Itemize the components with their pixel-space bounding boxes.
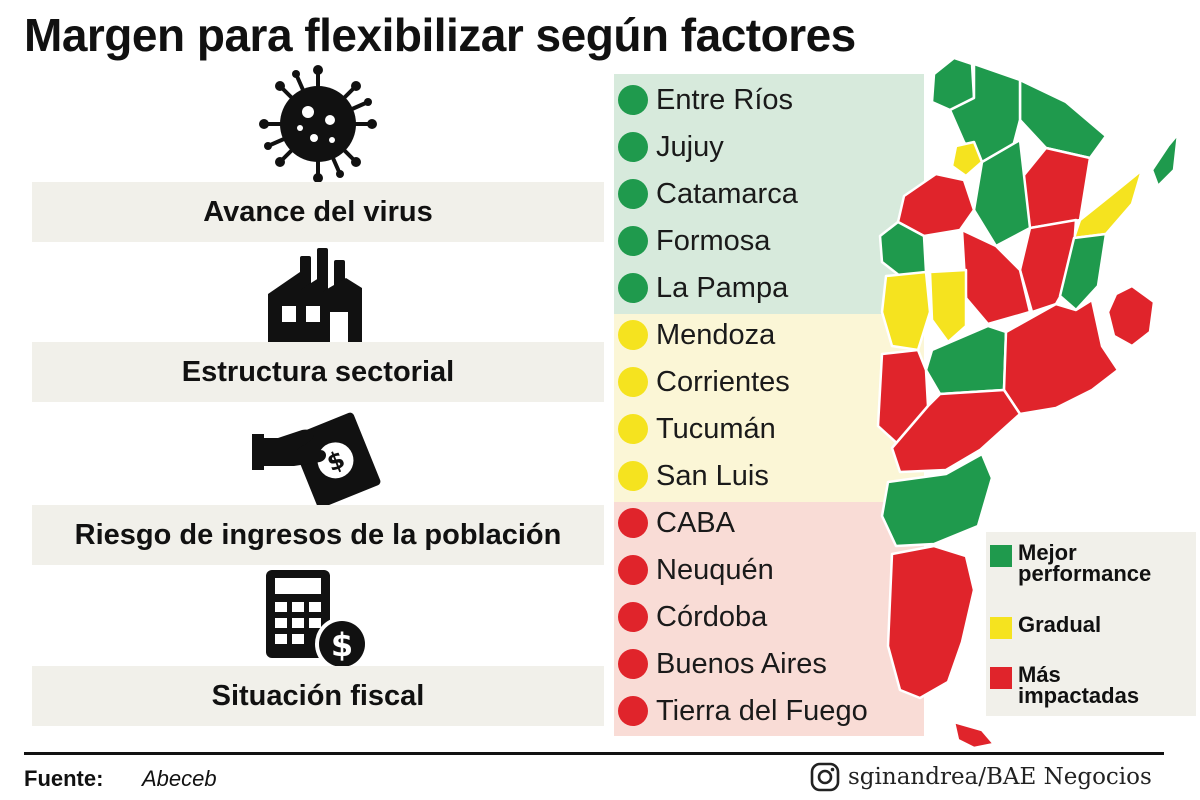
region-formosa xyxy=(1018,78,1108,160)
svg-text:$: $ xyxy=(331,626,353,664)
legend-item-mejor: Mejor performance xyxy=(990,540,1198,586)
virus-icon xyxy=(259,65,377,183)
status-dot-red xyxy=(618,555,648,585)
credit: sginandrea/BAE Negocios xyxy=(810,762,1152,792)
region-caba xyxy=(1106,284,1156,348)
region-buenos-aires xyxy=(1002,298,1120,416)
legend-label: Más impactadas xyxy=(1018,662,1140,708)
status-dot-yellow xyxy=(618,414,648,444)
status-dot-green xyxy=(618,273,648,303)
region-tucuman-small xyxy=(950,140,984,178)
status-dot-yellow xyxy=(618,320,648,350)
calculator-dollar-icon: $ xyxy=(266,570,369,671)
status-dot-red xyxy=(618,508,648,538)
status-dot-red xyxy=(618,696,648,726)
region-la-pampa xyxy=(924,324,1008,396)
province-item: Formosa xyxy=(618,221,770,261)
province-item: Tierra del Fuego xyxy=(618,691,868,731)
province-item: Entre Ríos xyxy=(618,80,793,120)
province-name: Córdoba xyxy=(656,600,768,633)
argentina-map xyxy=(876,56,1180,750)
group-green-panel xyxy=(614,74,924,314)
province-item: Córdoba xyxy=(618,597,767,637)
province-name: Entre Ríos xyxy=(656,83,793,116)
legend-item-gradual: Gradual xyxy=(990,614,1101,639)
region-rio-negro xyxy=(880,452,994,548)
province-name: San Luis xyxy=(656,459,769,492)
province-name: Formosa xyxy=(656,224,771,257)
region-santa-cruz xyxy=(886,544,976,700)
legend-label: Gradual xyxy=(1018,612,1102,637)
group-yellow-panel xyxy=(614,314,924,502)
infographic-title: Margen para flexibilizar según factores xyxy=(24,9,856,61)
province-item: Catamarca xyxy=(618,174,798,214)
province-item: San Luis xyxy=(618,456,769,496)
province-name: Buenos Aires xyxy=(656,647,827,680)
region-catamarca xyxy=(896,172,976,238)
province-name: La Pampa xyxy=(656,271,789,304)
region-misiones xyxy=(1150,132,1180,188)
province-name: Tucumán xyxy=(656,412,776,445)
region-san-juan xyxy=(880,270,932,352)
province-name: Catamarca xyxy=(656,177,798,210)
region-neuquen xyxy=(890,388,1022,474)
footer-divider xyxy=(24,752,1164,755)
legend-label: Mejor performance xyxy=(1018,540,1152,586)
region-entre-rios xyxy=(1058,232,1108,312)
legend-item-mas-impactadas: Más impactadas xyxy=(990,662,1168,708)
province-item: Corrientes xyxy=(618,362,790,402)
region-santiago xyxy=(972,138,1032,248)
legend-swatch-red xyxy=(990,667,1012,689)
province-name: Tierra del Fuego xyxy=(656,694,868,727)
hand-money-icon: $ xyxy=(252,412,381,509)
status-dot-red xyxy=(618,602,648,632)
province-item: Buenos Aires xyxy=(618,644,827,684)
instagram-icon xyxy=(810,762,840,792)
status-dot-green xyxy=(618,179,648,209)
province-item: Neuquén xyxy=(618,550,774,590)
source-value: Abeceb xyxy=(142,766,217,791)
status-dot-green xyxy=(618,226,648,256)
province-name: Mendoza xyxy=(656,318,776,351)
province-name: Corrientes xyxy=(656,365,790,398)
factor-situacion-fiscal: Situación fiscal xyxy=(32,666,604,726)
legend-swatch-green xyxy=(990,545,1012,567)
legend xyxy=(986,532,1196,716)
status-dot-red xyxy=(618,649,648,679)
status-dot-yellow xyxy=(618,461,648,491)
region-tierra-del-fuego xyxy=(952,720,996,750)
legend-swatch-yellow xyxy=(990,617,1012,639)
province-item: Tucumán xyxy=(618,409,776,449)
province-name: Neuquén xyxy=(656,553,774,586)
province-item: Mendoza xyxy=(618,315,775,355)
factor-estructura-sectorial: Estructura sectorial xyxy=(32,342,604,402)
province-item: Jujuy xyxy=(618,127,724,167)
factor-avance-del-virus: Avance del virus xyxy=(32,182,604,242)
factory-icon xyxy=(268,248,362,346)
credit-text: sginandrea/BAE Negocios xyxy=(848,764,1152,790)
status-dot-green xyxy=(618,132,648,162)
status-dot-green xyxy=(618,85,648,115)
group-red-panel xyxy=(614,502,924,736)
region-san-luis xyxy=(928,268,968,344)
province-item: La Pampa xyxy=(618,268,788,308)
province-item: CABA xyxy=(618,503,735,543)
status-dot-yellow xyxy=(618,367,648,397)
province-name: Jujuy xyxy=(656,130,724,163)
source-label: Fuente: xyxy=(24,766,104,791)
province-name: CABA xyxy=(656,506,735,539)
factor-riesgo-de-ingresos: Riesgo de ingresos de la población xyxy=(32,505,604,565)
region-chaco xyxy=(1018,146,1092,230)
